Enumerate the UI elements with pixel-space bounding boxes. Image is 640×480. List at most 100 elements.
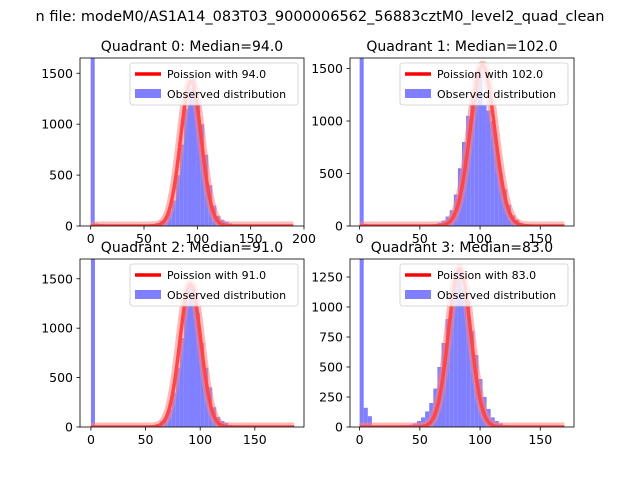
quadrant-2-ytick-label-0: 0	[65, 420, 73, 435]
quadrant-3-title: Quadrant 3: Median=83.0	[371, 240, 553, 256]
quadrant-1-hist-bar-17	[494, 147, 499, 226]
quadrant-2-hist-bar-14	[200, 343, 205, 427]
quadrant-1-hist-bar-12	[474, 73, 479, 226]
quadrant-1-legend-box	[399, 62, 569, 106]
quadrant-1-hist-bar-13	[478, 68, 483, 226]
quadrant-2-ytick-label-2: 1000	[41, 321, 73, 336]
quadrant-1-hist-bar-15	[486, 110, 491, 226]
quadrant-3-ytick-label-0: 0	[335, 420, 343, 435]
quadrant-1-hist-bar-16	[490, 121, 495, 226]
quadrant-3-hist-bar-19	[466, 301, 471, 427]
quadrant-3-hist-bar-17	[457, 271, 462, 427]
quadrant-0-xtick-label-1: 50	[136, 231, 152, 246]
quadrant-0-xtick-label-2: 100	[185, 231, 209, 246]
quadrant-3-hist-bar-0	[359, 259, 364, 427]
quadrant-0-ytick-label-1: 500	[49, 168, 73, 183]
quadrant-1-ytick-label-3: 1500	[311, 61, 343, 76]
quadrant-1-hist-bar-0	[359, 58, 364, 226]
quadrant-0-hist-bar-10	[175, 175, 180, 226]
quadrant-0-legend-poisson-label: Poission with 94.0	[167, 68, 266, 81]
quadrant-2-hist-bar-7	[171, 392, 176, 427]
quadrant-1-axes-frame	[349, 57, 575, 227]
quadrant-2-legend-bar-swatch	[135, 290, 161, 299]
quadrant-0-hist-bar-15	[196, 103, 201, 226]
quadrant-1-legend-observed-label: Observed distribution	[437, 88, 556, 101]
quadrant-3-hist-bar-9	[425, 411, 430, 427]
quadrant-0-hist-bar-0	[90, 58, 95, 226]
quadrant-0-title: Quadrant 0: Median=94.0	[101, 39, 283, 55]
quadrant-2-xtick-label-1: 50	[138, 432, 154, 447]
quadrant-3-legend: Poission with 83.0 Observed distribution	[399, 263, 569, 307]
quadrant-3-panel: Quadrant 3: Median=83.0 0 50 100 150 0 250 500 7…	[311, 240, 575, 447]
quadrant-0-xtick-label-3: 150	[239, 231, 263, 246]
quadrant-2-hist-bar-13	[196, 313, 201, 427]
quadrant-3-ytick-label-4: 1000	[311, 300, 343, 315]
quadrant-2-hist-bar-12	[192, 288, 197, 427]
quadrant-0-hist-bar-13	[187, 88, 192, 226]
quadrant-0-legend-observed-label: Observed distribution	[167, 88, 286, 101]
quadrant-2-legend-poisson-label: Poission with 91.0	[167, 269, 266, 282]
quadrant-0-hist-bar-12	[183, 108, 188, 226]
quadrant-3-legend-bar-swatch	[405, 290, 431, 299]
quadrant-1-xtick-label-0: 0	[356, 231, 364, 246]
quadrant-3-hist-bar-18	[462, 289, 467, 427]
quadrant-3-ytick-label-5: 1250	[311, 270, 343, 285]
quadrant-3-hist-bar-16	[453, 277, 458, 427]
quadrant-2-hist-bar-9	[179, 338, 184, 427]
quadrant-0-legend-box	[129, 62, 299, 106]
quadrant-3-xtick-label-3: 150	[528, 432, 552, 447]
quadrant-3-ytick-label-2: 500	[319, 360, 343, 375]
quadrant-2-ytick-label-1: 500	[49, 370, 73, 385]
quadrant-3-hist-bar-1	[363, 407, 368, 427]
quadrant-0-hist-bar-9	[171, 200, 176, 226]
quadrant-2-hist-bar-11	[187, 283, 192, 427]
quadrant-3-legend-observed-label: Observed distribution	[437, 289, 556, 302]
quadrant-3-legend-poisson-label: Poission with 83.0	[437, 269, 536, 282]
quadrant-0-panel: Quadrant 0: Median=94.0 0 50 100 150 200 0 500 1…	[41, 39, 316, 246]
quadrant-3-hist-bar-15	[449, 295, 454, 427]
quadrant-0-ytick-label-2: 1000	[41, 117, 73, 132]
quadrant-2-hist-bar-10	[183, 303, 188, 427]
quadrant-0-axes-frame	[79, 57, 305, 227]
quadrant-1-legend: Poission with 102.0 Observed distribution	[399, 62, 569, 106]
quadrant-2-legend: Poission with 91.0 Observed distribution	[129, 263, 299, 307]
quadrant-1-ytick-label-1: 500	[319, 166, 343, 181]
quadrant-3-xtick-label-0: 0	[356, 432, 364, 447]
quadrant-0-xtick-label-4: 200	[292, 231, 316, 246]
quadrant-3-axes-frame	[349, 258, 575, 428]
quadrant-2-hist-bar-0	[90, 259, 95, 427]
quadrant-1-xtick-label-3: 150	[528, 231, 552, 246]
quadrant-0-ytick-label-0: 0	[65, 219, 73, 234]
quadrant-3-ytick-label-3: 750	[319, 330, 343, 345]
quadrant-2-xtick-label-0: 0	[87, 432, 95, 447]
quadrant-1-xtick-label-1: 50	[412, 231, 428, 246]
quadrant-1-ytick-label-0: 0	[335, 219, 343, 234]
quadrant-2-xtick-label-2: 100	[188, 432, 212, 447]
quadrant-2-ytick-label-3: 1500	[41, 271, 73, 286]
quadrant-2-legend-box	[129, 263, 299, 307]
quadrant-1-legend-poisson-label: Poission with 102.0	[437, 68, 543, 81]
quadrant-1-hist-bar-11	[470, 94, 475, 226]
quadrant-1-legend-bar-swatch	[405, 89, 431, 98]
quadrant-1-hist-bar-14	[482, 105, 487, 226]
quadrant-0-ytick-label-3: 1500	[41, 66, 73, 81]
quadrant-2-legend-observed-label: Observed distribution	[167, 289, 286, 302]
quadrant-2-title: Quadrant 2: Median=91.0	[101, 240, 283, 256]
quadrant-3-hist-bar-2	[367, 416, 372, 427]
quadrant-0-legend-bar-swatch	[135, 89, 161, 98]
quadrant-1-hist-bar-18	[498, 173, 503, 226]
quadrant-1-panel: Quadrant 1: Median=102.00 50 100 1500500100…	[311, 39, 575, 246]
quadrant-3-xtick-label-1: 50	[412, 432, 428, 447]
quadrant-2-panel: Quadrant 2: Median=91.0 0 50 100 1500 500 1000…	[41, 240, 305, 447]
quadrant-0-legend: Poission with 94.0 Observed distribution	[129, 62, 299, 106]
quadrant-1-ytick-label-2: 1000	[311, 114, 343, 129]
quadrant-0-hist-bar-14	[192, 78, 197, 226]
quadrant-3-ytick-label-1: 250	[319, 390, 343, 405]
quadrant-0-xtick-label-0: 0	[87, 231, 95, 246]
quadrant-0-hist-bar-11	[179, 144, 184, 226]
quadrant-1-title: Quadrant 1: Median=102.0	[366, 39, 557, 55]
quadrant-2-axes-frame	[79, 258, 305, 428]
quadrant-1-xtick-label-2: 100	[468, 231, 492, 246]
figure-suptitle: n file: modeM0/AS1A14_083T03_9000006562_…	[36, 9, 605, 25]
